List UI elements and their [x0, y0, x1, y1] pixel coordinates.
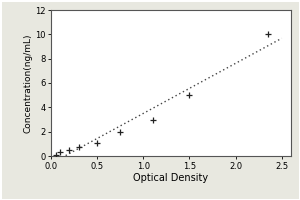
- Point: [266, 33, 270, 36]
- Point: [76, 146, 81, 149]
- Point: [118, 130, 123, 133]
- Point: [67, 148, 72, 152]
- Point: [95, 141, 100, 144]
- Point: [58, 151, 63, 154]
- Y-axis label: Concentration(ng/mL): Concentration(ng/mL): [23, 33, 32, 133]
- Point: [150, 118, 155, 121]
- Point: [53, 154, 58, 157]
- Point: [187, 94, 192, 97]
- X-axis label: Optical Density: Optical Density: [134, 173, 208, 183]
